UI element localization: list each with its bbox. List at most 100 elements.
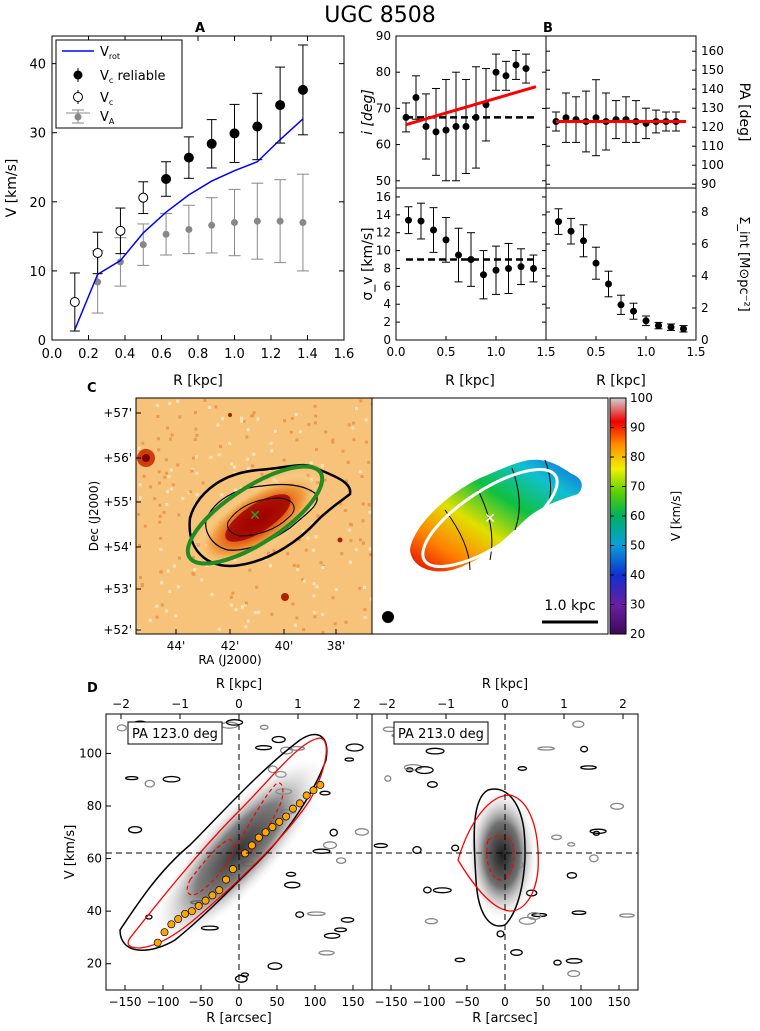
a-ytick-label: 40	[29, 58, 46, 73]
b-ytick-label: 50	[376, 174, 391, 188]
pv-rotation-point	[167, 920, 176, 929]
noise-pixel	[156, 415, 160, 418]
noise-contour	[565, 958, 583, 964]
c-xtick-label: 40'	[275, 639, 294, 653]
noise-pixel	[369, 597, 373, 601]
b-point	[442, 126, 450, 134]
noise-contour	[510, 949, 523, 956]
noise-pixel	[189, 490, 193, 494]
legend-va-label: VA	[100, 110, 115, 126]
noise-contour	[425, 747, 445, 755]
noise-pixel	[246, 619, 250, 623]
d-ytick-label: 100	[79, 746, 102, 760]
noise-pixel	[221, 417, 225, 421]
b-point	[462, 122, 470, 130]
noise-pixel	[170, 433, 174, 437]
a-ytick-label: 30	[29, 127, 46, 142]
c-ytick-label: +52'	[103, 623, 132, 637]
colorbar: 100 90 80 70 60 50 40 30 20 V [km/s]	[609, 391, 683, 641]
noise-pixel	[360, 475, 364, 478]
noise-pixel	[321, 631, 325, 634]
noise-pixel	[191, 456, 195, 460]
noise-pixel	[253, 611, 257, 615]
pv-ylabel: V [km/s]	[63, 825, 78, 880]
noise-pixel	[313, 404, 317, 408]
noise-pixel	[301, 578, 304, 582]
noise-pixel	[217, 453, 221, 457]
noise-pixel	[171, 483, 175, 487]
noise-contour	[116, 724, 127, 732]
noise-pixel	[313, 421, 317, 425]
noise-contour	[423, 886, 432, 894]
noise-contour	[267, 962, 283, 970]
d-xtick-label: 150	[342, 995, 365, 1009]
b-ytick-label: 0	[701, 333, 709, 347]
noise-pixel	[343, 509, 347, 513]
noise-pixel	[247, 467, 250, 471]
vc-point	[115, 225, 126, 236]
noise-pixel	[178, 415, 182, 419]
noise-pixel	[167, 475, 171, 479]
b-point	[605, 280, 612, 288]
b-xtick-label: 0.5	[436, 345, 455, 359]
noise-pixel	[301, 529, 305, 533]
noise-pixel	[165, 426, 169, 430]
b-xtick-label: 1.0	[636, 345, 655, 359]
noise-pixel	[176, 399, 180, 403]
va-point	[231, 219, 238, 227]
b-point	[402, 113, 410, 121]
cbar-tick-label: 30	[630, 598, 645, 612]
noise-pixel	[268, 564, 272, 568]
noise-pixel	[228, 442, 231, 445]
noise-pixel	[310, 522, 314, 526]
c-ytick-label: +56'	[103, 451, 132, 465]
pv-rotation-point	[208, 891, 217, 900]
noise-pixel	[231, 591, 235, 595]
colorbar-ticks: 100 90 80 70 60 50 40 30 20	[610, 391, 653, 641]
noise-contour	[295, 911, 305, 918]
b-ytick-label: 4	[383, 297, 391, 311]
noise-pixel	[138, 483, 142, 487]
noise-pixel	[218, 627, 222, 631]
noise-pixel	[302, 628, 306, 632]
d-xtick-label: 50	[269, 995, 284, 1009]
noise-pixel	[174, 614, 178, 618]
noise-contour	[373, 843, 388, 849]
b-xtick-label: 0.0	[386, 345, 405, 359]
noise-pixel	[302, 579, 306, 583]
colorbar-label: V [km/s]	[669, 491, 683, 541]
noise-contour	[553, 959, 562, 966]
noise-pixel	[209, 455, 213, 459]
noise-contour	[127, 825, 143, 834]
noise-pixel	[333, 622, 337, 626]
panel-b-parameters: 5060708090901001101201301401501600246810…	[360, 29, 752, 389]
noise-pixel	[157, 470, 161, 474]
noise-contour	[306, 911, 326, 917]
legend-reliable-label: Vc reliable	[100, 69, 166, 85]
noise-pixel	[169, 437, 172, 441]
noise-pixel	[307, 423, 311, 427]
noise-contour	[451, 844, 460, 852]
noise-pixel	[203, 399, 207, 402]
noise-pixel	[240, 419, 244, 423]
b-ytick-label: 70	[376, 101, 391, 115]
noise-pixel	[289, 430, 293, 434]
b-ytick-label: 12	[376, 226, 391, 240]
b-ytick-label: 160	[701, 44, 724, 58]
vc-reliable-point	[297, 84, 308, 95]
a-xtick-label: 1.0	[224, 347, 245, 362]
d-xtick-label: −150	[109, 995, 142, 1009]
c-xtick-label: 42'	[221, 639, 240, 653]
noise-contour	[580, 765, 597, 770]
panel-c-velocity-frame	[371, 397, 609, 635]
noise-pixel	[190, 469, 194, 473]
noise-pixel	[233, 488, 237, 492]
va-point	[299, 219, 307, 227]
noise-contour	[329, 828, 338, 837]
noise-contour	[322, 841, 338, 850]
panel-b4-ylabel: Σ_int [M⊙pc⁻²]	[736, 216, 751, 312]
b-point	[417, 217, 425, 225]
noise-pixel	[201, 481, 205, 485]
pv-rotation-point	[153, 938, 162, 947]
pv-rotation-point	[289, 804, 297, 813]
